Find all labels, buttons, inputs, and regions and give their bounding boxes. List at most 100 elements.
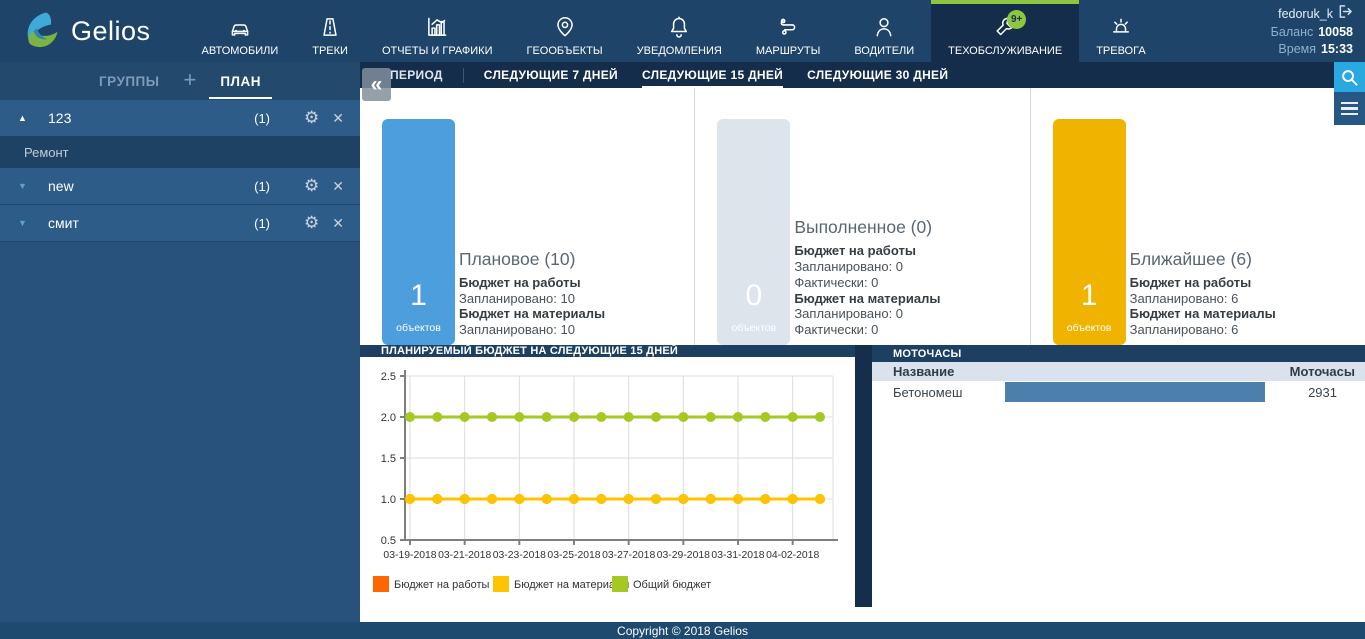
svg-text:03-27-2018: 03-27-2018: [602, 550, 655, 561]
card-count: 0: [745, 279, 763, 312]
time-label: Время: [1278, 42, 1317, 56]
nav-item-label: ТРЕКИ: [312, 44, 348, 57]
card-count-bar: 1 объектов: [1052, 119, 1126, 345]
username[interactable]: fedoruk_k: [1278, 6, 1333, 21]
nav-item-car[interactable]: АВТОМОБИЛИ: [185, 0, 296, 62]
svg-text:04-02-2018: 04-02-2018: [766, 550, 819, 561]
divider: [462, 67, 464, 83]
budget-chart-body: 0.5 1.0 1.5 2.0 2.5 03-19-2018 03-21-2018 03-23…: [360, 357, 855, 622]
column-name: Название: [893, 364, 955, 379]
nav-item-alarm[interactable]: ТРЕВОГА: [1079, 0, 1162, 62]
column-hours: Моточасы: [1289, 364, 1355, 379]
nav-item-label: ГЕООБЪЕКТЫ: [526, 44, 603, 57]
gelios-logo-icon: [27, 12, 58, 48]
plan-row[interactable]: ▼ new (1) ⚙ ✕: [0, 168, 360, 205]
sidebar: ГРУППЫ + ПЛАН ▲ 123 (1) ⚙ ✕ Ремонт ▼ new (1) ⚙ ✕ ▼ с…: [0, 62, 360, 622]
bell-icon: [666, 14, 692, 40]
svg-text:Бюджет на работы: Бюджет на работы: [394, 579, 490, 591]
card-line: Запланировано: 6: [1129, 322, 1239, 338]
nav-item-label: АВТОМОБИЛИ: [201, 44, 279, 57]
nav-item-wrench[interactable]: ТЕХОБСЛУЖИВАНИЕ 9+: [931, 0, 1080, 62]
motohours-table-header: Название Моточасы: [872, 362, 1365, 381]
menu-button[interactable]: [1334, 92, 1365, 125]
alarm-icon: [1108, 14, 1134, 40]
period-tab[interactable]: СЛЕДУЮЩИЕ 7 ДНЕЙ: [483, 68, 618, 82]
nav-item-label: ОТЧЕТЫ И ГРАФИКИ: [381, 44, 493, 57]
nav-item-label: УВЕДОМЛЕНИЯ: [636, 44, 722, 57]
card-count-label: объектов: [1066, 322, 1112, 334]
tab-plan[interactable]: ПЛАН: [209, 73, 272, 99]
close-icon[interactable]: ✕: [332, 109, 344, 126]
expand-caret-icon[interactable]: ▼: [18, 218, 27, 228]
budget-line-chart: 0.5 1.0 1.5 2.0 2.5 03-19-2018 03-21-2018 03-23…: [373, 370, 838, 592]
nav-item-person[interactable]: ВОДИТЕЛИ: [837, 0, 931, 62]
gear-icon[interactable]: ⚙: [304, 108, 320, 127]
nav-item-label: ВОДИТЕЛИ: [854, 44, 915, 57]
close-icon[interactable]: ✕: [332, 214, 344, 231]
maintenance-card: 1 объектов Ближайшее (6) Бюджет на работы За…: [1031, 88, 1365, 345]
time-value: 15:33: [1321, 42, 1353, 56]
plan-row-label: 123: [48, 110, 72, 126]
road-icon: [317, 14, 343, 40]
plan-row-count: (1): [254, 215, 271, 231]
search-button[interactable]: [1334, 62, 1365, 92]
card-line: Бюджет на материалы: [1129, 306, 1276, 322]
motohours-rows: Бетономеш 2931: [872, 381, 1365, 403]
plan-row[interactable]: ▼ смит (1) ⚙ ✕: [0, 205, 360, 242]
card-line: Фактически: 0: [794, 274, 879, 290]
notification-badge: 9+: [1007, 10, 1027, 29]
maintenance-card: 0 объектов Выполненное (0) Бюджет на работы…: [695, 88, 1031, 345]
motohours-row: Бетономеш 2931: [872, 381, 1365, 403]
tab-groups[interactable]: ГРУППЫ: [98, 73, 160, 89]
svg-text:2.0: 2.0: [381, 412, 396, 424]
nav-item-chart[interactable]: ОТЧЕТЫ И ГРАФИКИ: [365, 0, 510, 62]
nav-item-road[interactable]: ТРЕКИ: [295, 0, 365, 62]
hours-value: 2931: [1308, 384, 1337, 400]
chart-icon: [424, 14, 450, 40]
plan-row-label: смит: [48, 215, 79, 231]
user-block: fedoruk_k Баланс 10058 Время 15:33: [1271, 0, 1353, 62]
person-icon: [871, 14, 897, 40]
nav-item-geo-pin[interactable]: ГЕООБЪЕКТЫ: [510, 0, 620, 62]
close-icon[interactable]: ✕: [332, 177, 344, 194]
geo-pin-icon: [552, 14, 578, 40]
app-logo[interactable]: Gelios: [18, 0, 151, 62]
card-line: Бюджет на работы: [1129, 274, 1252, 290]
svg-text:2.5: 2.5: [381, 371, 396, 383]
motohours-panel-title: МОТОЧАСЫ: [872, 345, 1365, 362]
card-line: Бюджет на материалы: [459, 306, 606, 322]
budget-chart-panel: ПЛАНИРУЕМЫЙ БЮДЖЕТ НА СЛЕДУЮЩИЕ 15 ДНЕЙ …: [360, 345, 855, 622]
card-count-bar: 0 объектов: [717, 119, 791, 345]
section-label: Ремонт: [24, 144, 69, 160]
svg-text:03-23-2018: 03-23-2018: [493, 550, 546, 561]
panel-gap: [855, 345, 872, 622]
nav-item-label: ТЕХОБСЛУЖИВАНИЕ: [948, 44, 1063, 57]
footer: Copyright © 2018 Gelios: [0, 622, 1365, 639]
collapse-sidebar-button[interactable]: «: [362, 68, 391, 101]
period-tab[interactable]: СЛЕДУЮЩИЕ 30 ДНЕЙ: [807, 68, 949, 82]
vehicle-name: Бетономеш: [893, 384, 963, 400]
card-title: Плановое (10): [459, 248, 576, 269]
card-count: 1: [410, 279, 427, 312]
svg-text:Общий бюджет: Общий бюджет: [633, 579, 711, 591]
add-group-icon[interactable]: +: [183, 67, 197, 92]
card-line: Фактически: 0: [794, 322, 879, 338]
card-count-label: объектов: [731, 322, 777, 334]
nav-item-bell[interactable]: УВЕДОМЛЕНИЯ: [620, 0, 739, 62]
gear-icon[interactable]: ⚙: [304, 213, 320, 232]
sidebar-tabs: ГРУППЫ + ПЛАН: [0, 62, 360, 100]
card-line: Бюджет на материалы: [794, 290, 941, 306]
plan-row[interactable]: ▲ 123 (1) ⚙ ✕: [0, 100, 360, 137]
bottom-panels: ПЛАНИРУЕМЫЙ БЮДЖЕТ НА СЛЕДУЮЩИЕ 15 ДНЕЙ …: [360, 345, 1365, 622]
balance-label: Баланс: [1270, 25, 1314, 39]
expand-caret-icon[interactable]: ▼: [18, 181, 27, 191]
search-icon: [1342, 69, 1358, 86]
logout-icon[interactable]: [1338, 4, 1353, 24]
nav-item-route[interactable]: МАРШРУТЫ: [739, 0, 837, 62]
gear-icon[interactable]: ⚙: [304, 176, 320, 195]
nav-item-label: МАРШРУТЫ: [755, 44, 821, 57]
top-nav: Gelios АВТОМОБИЛИ ТРЕКИ ОТЧЕТЫ И ГРАФИКИ ГЕ…: [0, 0, 1365, 62]
collapse-caret-icon[interactable]: ▲: [18, 113, 27, 123]
car-icon: [227, 14, 253, 40]
period-tab[interactable]: СЛЕДУЮЩИЕ 15 ДНЕЙ: [641, 68, 784, 82]
